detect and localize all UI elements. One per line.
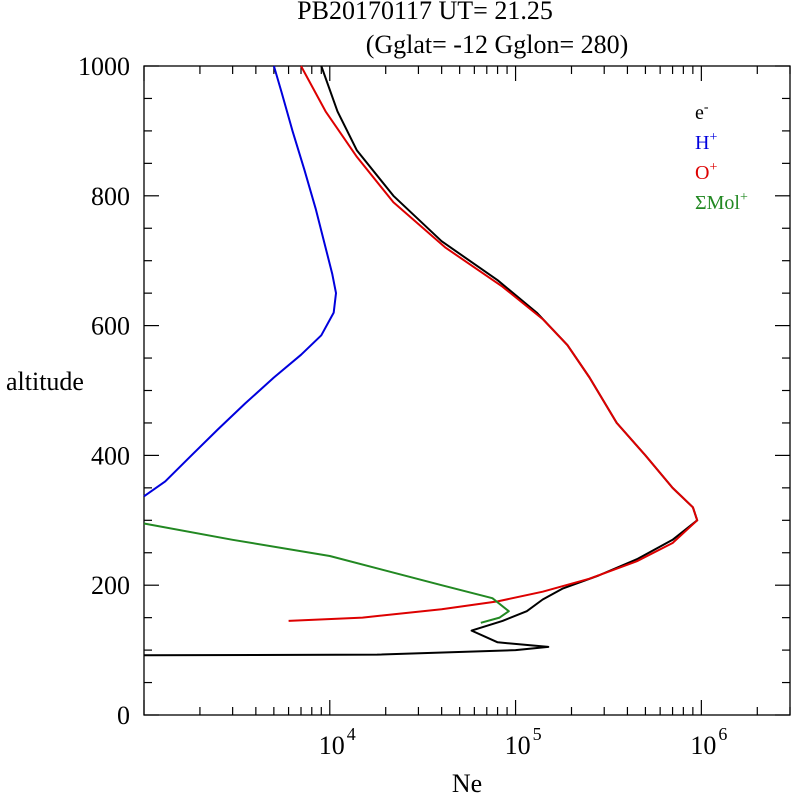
series-line-h-plus: [143, 65, 337, 498]
data-series: [143, 65, 699, 657]
y-tick-label: 200: [91, 571, 130, 600]
legend-entry: H+: [695, 130, 717, 154]
y-axis-label: altitude: [6, 367, 84, 396]
y-tick-label: 800: [91, 182, 130, 211]
y-tick-label: 400: [91, 441, 130, 470]
chart-title-line-2: (Gglat= -12 Gglon= 280): [366, 30, 629, 59]
legend-entry: O+: [695, 160, 717, 184]
series-line-o-plus: [288, 65, 699, 622]
x-tick-label: 10: [319, 731, 345, 760]
x-tick-label-exponent: 4: [347, 724, 356, 744]
y-tick-label: 0: [117, 701, 130, 730]
series-line-sum-mol-plus: [143, 522, 510, 624]
y-tick-label: 600: [91, 312, 130, 341]
x-tick-labels: 10 4 10 5 10 6: [319, 724, 728, 760]
x-tick-label: 10: [690, 731, 716, 760]
legend-entry: e-: [695, 100, 709, 124]
y-tick-label: 1000: [78, 52, 130, 81]
x-tick-label-exponent: 6: [718, 724, 727, 744]
legend: e- H+ O+ ΣMol+: [695, 100, 748, 214]
chart-title-line-1: PB20170117 UT= 21.25: [297, 0, 553, 25]
y-tick-labels: 0 200 400 600 800 1000: [78, 52, 130, 730]
x-tick-label: 10: [505, 731, 531, 760]
plot-frame: [143, 65, 791, 716]
series-line-e: [143, 65, 699, 657]
x-tick-label-exponent: 5: [533, 724, 542, 744]
legend-entry: ΣMol+: [695, 190, 748, 214]
axis-ticks: [143, 65, 791, 716]
x-axis-label: Ne: [452, 769, 482, 795]
